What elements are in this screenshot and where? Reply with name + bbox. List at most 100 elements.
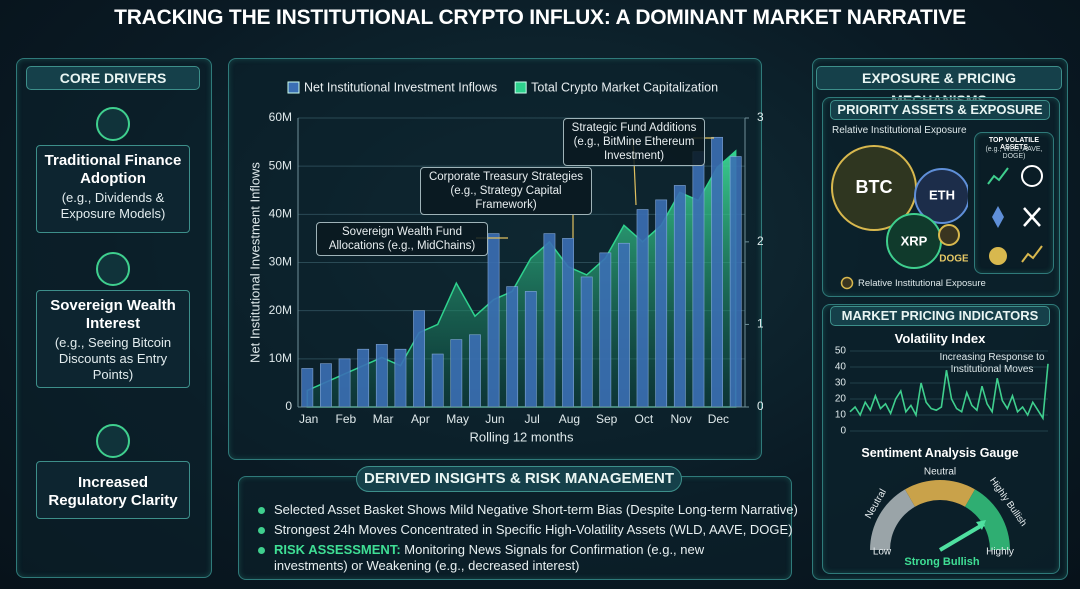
icon [1023,207,1041,227]
y-tick-label: 40M [269,207,292,221]
annotation: Increasing Response to Institutional Mov… [939,352,1045,375]
gauge-label: Highly [986,547,1014,558]
insight-text: Monitoring News Signals for Confirmation… [274,542,705,573]
insight: RISK ASSESSMENT: Monitoring News Signals… [258,542,774,574]
y-tick-label: 0 [285,399,292,413]
bar [413,310,425,408]
icon [987,167,1009,185]
bar [580,276,593,408]
gauge-segment [965,489,1010,550]
legend-label: Net Institutional Investment Inflows [304,80,497,94]
asset-label: BTC [856,177,893,197]
y-tick-label: 30 [835,378,847,389]
gauge-title: Sentiment Analysis Gauge [861,446,1019,460]
driver-title: Sovereign Wealth Interest [50,297,176,332]
bar [655,199,668,408]
gauge-label: Low [873,547,892,558]
driver-title: Increased Regulatory Clarity [48,474,178,509]
panel-header: EXPOSURE & PRICING MECHANISMS [816,66,1062,108]
annotation: Sovereign Wealth Fund Allocations (e.g.,… [316,222,488,256]
y-tick-label: 20M [269,303,292,317]
x-tick-label: Apr [411,412,430,426]
legend-swatch [514,81,527,94]
bar [338,358,351,408]
y-tick-label: 60M [269,110,292,124]
volatile-icons [987,165,1043,265]
y-tick-label: 0 [840,426,846,437]
gauge-reading: Strong Bullish [904,556,979,568]
x-tick-label: Mar [373,412,394,426]
bar [729,156,742,408]
bar [692,151,705,408]
driver-card: Traditional Finance Adoption (e.g., Divi… [36,145,190,233]
annotation: Strategic Fund Additions (e.g., BitMine … [563,118,705,166]
icon [96,107,130,141]
driver-title: Traditional Finance Adoption [44,152,182,187]
icon [1021,165,1043,187]
gauge-segment [905,480,975,507]
volatility-chart: 0 10 20 30 40 50 [835,346,1049,437]
volatile-title: TOP VOLATILE ASSETS [988,137,1040,151]
bubble [914,168,968,224]
bar [618,242,630,408]
x-tick-label: May [446,412,469,426]
insight: Strongest 24h Moves Concentrated in Spec… [258,522,793,537]
x-tick-label: Oct [635,412,654,426]
y2-tick-label: 20M [757,234,763,248]
x-tick-label: Jan [299,412,318,426]
x-tick-label: Jun [485,412,504,426]
gauge-needle [938,522,986,552]
gauge-label: Neutral [924,467,956,478]
y-tick-label: 10 [835,410,847,421]
y-tick-label: 40 [835,362,847,373]
main-chart: 0 10M 20M 30M 40M 50M 60M 0 10M 20M 35M Jan Feb Mar Ap… [247,80,763,444]
x-tick-label: Aug [559,412,580,426]
bar [357,348,370,408]
y-axis-label: Net Institutional Investment Inflows [247,162,262,363]
x-tick-label: Dec [708,412,729,426]
bar [320,363,332,408]
annotation: Corporate Treasury Strategies (e.g., Str… [420,167,592,215]
sub-header: PRIORITY ASSETS & EXPOSURE [830,100,1050,120]
bar [431,353,444,408]
y2-tick-label: 35M [757,110,763,124]
gauge-needle [976,520,986,530]
icon [989,247,1007,265]
insight-label: RISK ASSESSMENT: [274,542,401,557]
exposure-bubbles: BTC ETH XRP DOGE [831,145,968,269]
gauge-segment [870,489,915,550]
bar [450,339,463,408]
bar [711,136,723,408]
driver-subtitle: (e.g., Seeing Bitcoin Discounts as Entry… [54,335,172,382]
panel-header: DERIVED INSIGHTS & RISK MANAGEMENT [356,466,682,492]
panel-header: CORE DRIVERS [26,66,200,90]
legend-label: Relative Institutional Exposure [858,278,986,289]
x-tick-label: Jul [524,412,539,426]
bar [673,185,686,408]
bar [636,209,649,408]
asset-label: XRP [901,233,928,248]
asset-label: DOGE [939,254,968,265]
icon [96,252,130,286]
y2-tick-label: 10M [757,317,763,331]
sentiment-gauge: Neutral Neutral Highly Bullish Low Highl… [863,467,1029,568]
x-tick-label: Nov [670,412,691,426]
x-axis-label: Rolling 12 months [469,429,574,444]
legend-label: Total Crypto Market Capitalization [531,80,718,94]
asset-label: ETH [929,187,955,202]
y-tick-label: 10M [269,351,292,365]
bar [599,252,612,408]
driver-subtitle: (e.g., Dividends & Exposure Models) [60,190,166,221]
y-tick-label: 50M [269,158,292,172]
y-tick-label: 30M [269,255,292,269]
bar [506,286,519,408]
bar [487,233,500,408]
insight: Selected Asset Basket Shows Mild Negativ… [258,502,798,517]
legend-swatch [287,81,300,94]
x-tick-label: Feb [336,412,357,426]
chart-title: Volatility Index [894,331,986,346]
line [849,363,1049,421]
subtitle: Relative Institutional Exposure [832,125,967,136]
pricing-panel [822,304,1060,574]
